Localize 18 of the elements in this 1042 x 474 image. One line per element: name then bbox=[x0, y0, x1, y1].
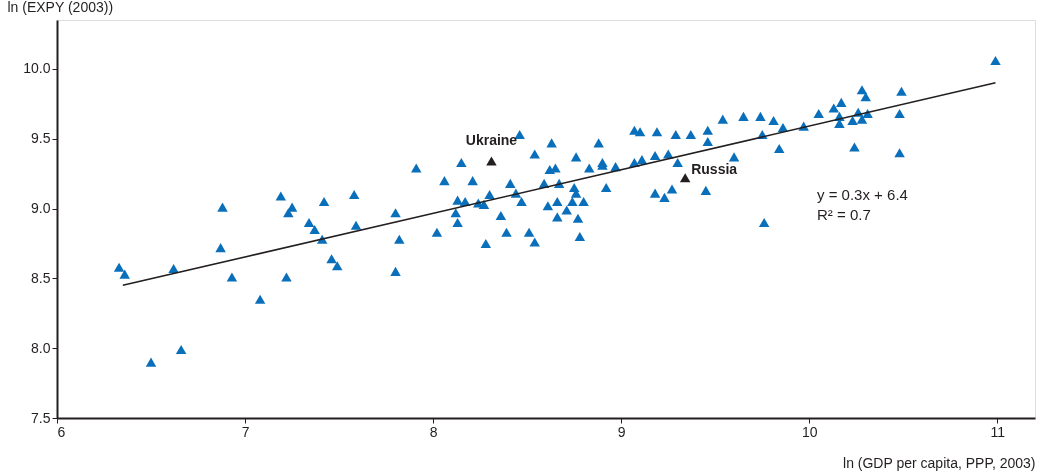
x-axis-title: ln (GDP per capita, PPP, 2003) bbox=[843, 454, 1036, 471]
annotation: Russia bbox=[691, 160, 738, 177]
x-tick-label: 6 bbox=[57, 423, 66, 440]
y-tick-label: 8.0 bbox=[31, 339, 51, 356]
x-tick-label: 10 bbox=[802, 423, 818, 440]
annotation: R² = 0.7 bbox=[817, 206, 871, 223]
y-tick-label: 7.5 bbox=[31, 409, 51, 426]
x-tick-label: 7 bbox=[241, 423, 250, 440]
annotation: y = 0.3x + 6.4 bbox=[817, 186, 908, 203]
x-tick-label: 11 bbox=[990, 423, 1006, 440]
x-tick-label: 9 bbox=[617, 423, 626, 440]
x-tick-label: 8 bbox=[429, 423, 438, 440]
annotation: Ukraine bbox=[465, 132, 518, 149]
y-tick-label: 10.0 bbox=[23, 60, 51, 77]
y-tick-label: 9.0 bbox=[31, 200, 51, 217]
y-tick-label: 8.5 bbox=[31, 269, 51, 286]
y-axis-title: ln (EXPY (2003)) bbox=[7, 0, 114, 15]
y-tick-label: 9.5 bbox=[31, 130, 51, 147]
